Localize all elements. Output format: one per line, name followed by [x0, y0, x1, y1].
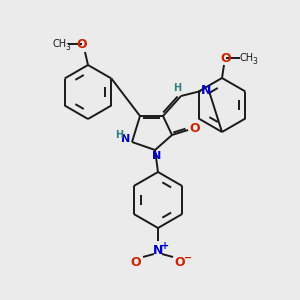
Text: +: +	[161, 241, 169, 251]
Text: N: N	[122, 134, 130, 144]
Text: O: O	[77, 38, 87, 50]
Text: O: O	[190, 122, 200, 134]
Text: N: N	[152, 151, 162, 161]
Text: O: O	[131, 256, 141, 269]
Text: N: N	[201, 83, 211, 97]
Text: O: O	[221, 52, 231, 64]
Text: H: H	[115, 130, 123, 140]
Text: −: −	[184, 253, 192, 263]
Text: 3: 3	[253, 58, 257, 67]
Text: N: N	[153, 244, 163, 256]
Text: CH: CH	[53, 39, 67, 49]
Text: H: H	[173, 83, 181, 93]
Text: CH: CH	[240, 53, 254, 63]
Text: 3: 3	[66, 44, 70, 52]
Text: O: O	[175, 256, 185, 269]
